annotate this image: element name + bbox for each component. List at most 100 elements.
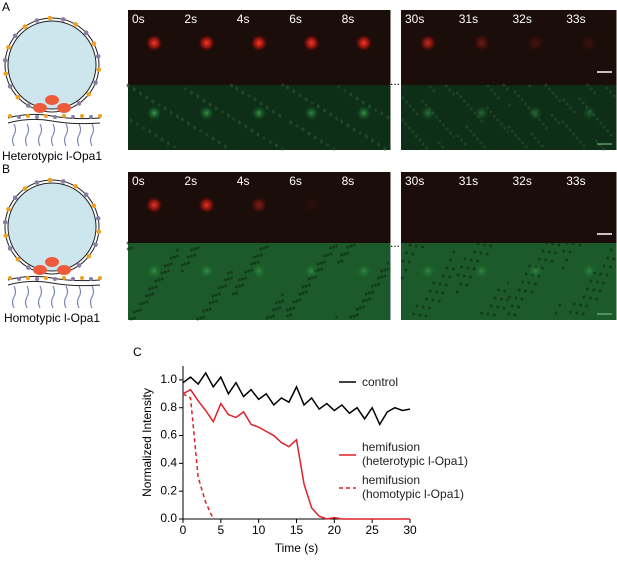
noise [400, 276, 404, 280]
noise [428, 289, 432, 293]
noise [265, 245, 269, 249]
green-spot [356, 106, 371, 120]
noise [355, 97, 359, 101]
lipid-dot [73, 184, 78, 189]
noise [205, 308, 209, 312]
noise [469, 107, 473, 111]
noise [377, 276, 381, 280]
noise [578, 243, 582, 247]
tether [50, 285, 56, 309]
noise [445, 127, 449, 131]
lipid-dot [44, 276, 48, 280]
time-label: 0s [132, 174, 145, 188]
time-label: 30s [405, 174, 424, 188]
noise [538, 118, 541, 122]
tether [24, 123, 30, 147]
noise [151, 286, 155, 290]
noise [602, 264, 606, 268]
green-spot [528, 106, 543, 120]
noise [569, 310, 573, 314]
time-label: 32s [513, 174, 532, 188]
noise [310, 101, 314, 105]
y-tick-label: 1.0 [160, 372, 177, 386]
noise [349, 93, 353, 97]
noise [307, 132, 311, 136]
noise [278, 114, 282, 118]
noise [278, 300, 282, 304]
y-tick-label: 0.6 [160, 428, 177, 442]
noise [211, 137, 215, 141]
noise [493, 92, 497, 96]
bilayer-top [7, 275, 101, 282]
noise [424, 103, 428, 107]
noise [524, 289, 527, 293]
red-frame [562, 172, 617, 243]
lipid-dot [89, 277, 93, 281]
noise [595, 117, 599, 121]
noise [437, 299, 441, 303]
noise [510, 304, 514, 308]
noise [295, 299, 299, 303]
panel-caption: Homotypic l-Opa1 [4, 311, 100, 325]
lipid-dot [95, 54, 101, 59]
noise [520, 297, 524, 301]
noise [241, 277, 245, 281]
noise [609, 133, 613, 137]
noise [562, 249, 566, 253]
noise [361, 299, 365, 303]
y-tick-label: 0.8 [160, 400, 177, 414]
noise [132, 310, 136, 314]
noise [502, 306, 506, 310]
noise [142, 301, 146, 305]
noise [507, 312, 511, 316]
noise [187, 261, 191, 265]
noise [298, 298, 302, 302]
noise [301, 291, 305, 295]
noise [489, 110, 493, 114]
noise [234, 285, 238, 289]
noise [244, 276, 248, 280]
noise [480, 119, 484, 123]
noise [459, 282, 463, 286]
series-line [182, 393, 214, 520]
vesicle-lumen [8, 183, 96, 271]
noise [415, 304, 419, 308]
lipid-dot [15, 256, 21, 262]
red-spot [145, 196, 164, 214]
lipid-dot [91, 203, 97, 208]
noise [183, 87, 187, 91]
noise [459, 95, 463, 99]
noise [180, 263, 184, 267]
noise [316, 105, 320, 109]
noise [199, 129, 203, 133]
noise [298, 94, 302, 98]
noise [425, 297, 429, 301]
noise [148, 287, 152, 291]
noise [502, 83, 506, 87]
noise [489, 244, 493, 248]
noise [361, 305, 365, 309]
noise [541, 249, 545, 253]
lipid-dot [15, 94, 21, 100]
noise [377, 282, 381, 286]
noise [292, 300, 296, 304]
noise [528, 84, 532, 88]
noise [340, 259, 344, 263]
noise [271, 308, 275, 312]
x-tick-label: 5 [217, 523, 224, 537]
noise [304, 290, 308, 294]
noise [256, 133, 260, 137]
legend-label: hemifusion (heterotypic l-Opa1) [362, 440, 469, 468]
lipid-dot [35, 277, 39, 281]
noise [497, 96, 500, 100]
opa1-protein [33, 103, 47, 113]
series-line [182, 371, 411, 427]
noise [230, 84, 234, 88]
noise [527, 106, 531, 110]
noise [175, 248, 179, 252]
noise [448, 88, 452, 92]
noise [599, 272, 603, 276]
noise [404, 122, 408, 126]
noise [326, 253, 330, 257]
